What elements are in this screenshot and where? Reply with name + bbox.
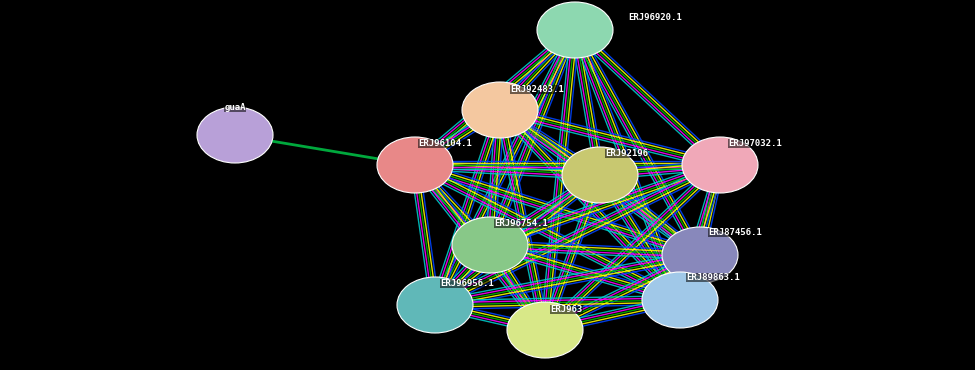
Text: ERJ92483.1: ERJ92483.1 xyxy=(510,85,564,94)
Text: ERJ96104.1: ERJ96104.1 xyxy=(418,139,472,148)
Ellipse shape xyxy=(507,302,583,358)
Text: ERJ96920.1: ERJ96920.1 xyxy=(628,13,682,22)
Ellipse shape xyxy=(662,227,738,283)
Text: ERJ97032.1: ERJ97032.1 xyxy=(728,139,782,148)
Ellipse shape xyxy=(537,2,613,58)
Ellipse shape xyxy=(452,217,528,273)
Text: ERJ92196: ERJ92196 xyxy=(605,149,648,158)
Ellipse shape xyxy=(462,82,538,138)
Text: ERJ96754.1: ERJ96754.1 xyxy=(494,219,548,228)
Ellipse shape xyxy=(197,107,273,163)
Ellipse shape xyxy=(682,137,758,193)
Ellipse shape xyxy=(377,137,453,193)
Ellipse shape xyxy=(397,277,473,333)
Ellipse shape xyxy=(562,147,638,203)
Text: ERJ89863.1: ERJ89863.1 xyxy=(686,273,740,282)
Text: guaA: guaA xyxy=(224,103,246,112)
Text: ERJ963: ERJ963 xyxy=(550,305,582,314)
Text: ERJ87456.1: ERJ87456.1 xyxy=(708,228,761,237)
Ellipse shape xyxy=(642,272,718,328)
Text: ERJ96956.1: ERJ96956.1 xyxy=(440,279,493,288)
